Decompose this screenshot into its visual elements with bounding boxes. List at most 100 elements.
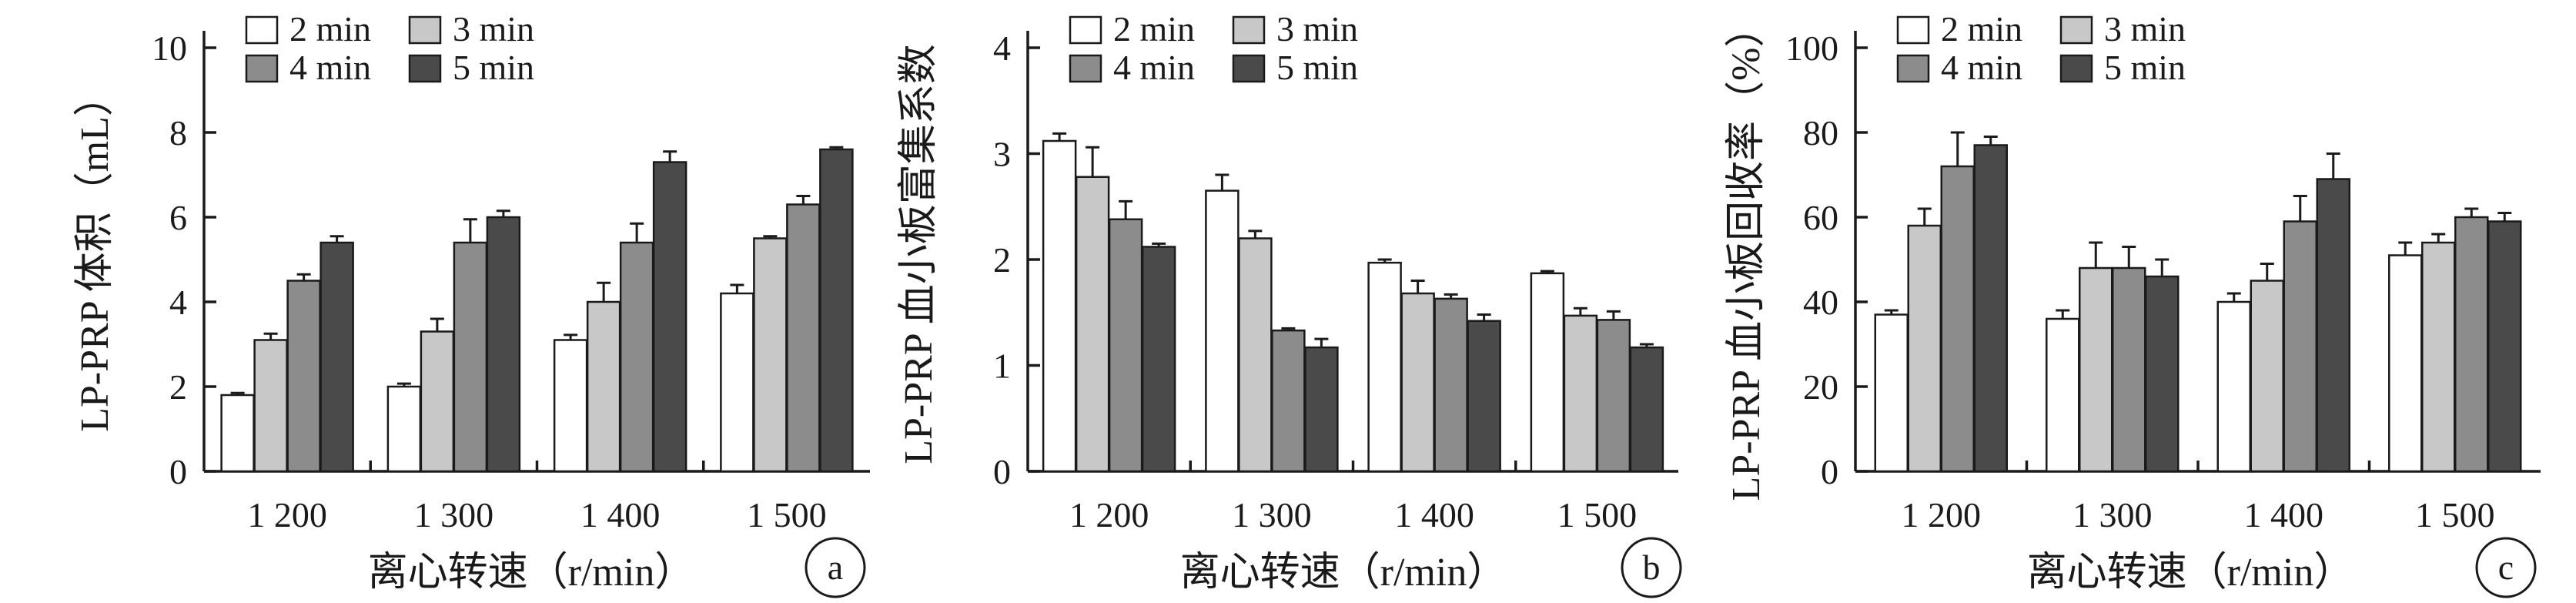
bar xyxy=(2421,241,2456,473)
legend-label: 5 min xyxy=(1276,48,1358,87)
bar xyxy=(1205,189,1239,473)
bar xyxy=(586,300,621,473)
legend-swatch xyxy=(408,54,442,83)
panel-letter: a xyxy=(828,548,843,587)
y-tick-label: 2 xyxy=(993,240,1011,280)
bar xyxy=(786,203,821,473)
bar xyxy=(486,216,521,473)
bar xyxy=(2454,216,2489,473)
bar xyxy=(819,148,854,473)
x-tick-label: 1 400 xyxy=(1394,495,1474,534)
legend-swatch xyxy=(2059,54,2093,83)
bar xyxy=(2112,266,2146,473)
plot-area: 0 1 2 3 4 1 200 1 300 1 400 1 500 2 min 3 min 4 min… xyxy=(993,9,1678,534)
bar xyxy=(1400,292,1435,473)
x-tick-label: 1 500 xyxy=(1557,495,1638,534)
bar xyxy=(386,385,422,473)
bar xyxy=(420,330,455,473)
bar xyxy=(652,161,687,473)
panel-b: LP-PRP 血小板富集系数 离心转速（r/min） b 0 1 2 3 4 1 200 1… xyxy=(897,9,1682,598)
legend-label: 5 min xyxy=(2104,48,2186,87)
y-tick-label: 40 xyxy=(1803,283,1838,322)
bar xyxy=(753,237,788,473)
y-tick-label: 4 xyxy=(993,28,1011,68)
bar xyxy=(2316,178,2350,473)
bar xyxy=(1530,272,1565,473)
y-tick-label: 3 xyxy=(993,135,1011,174)
y-tick-label: 20 xyxy=(1803,367,1838,407)
legend-label: 3 min xyxy=(1276,9,1358,49)
y-tick-label: 8 xyxy=(169,113,187,152)
bar xyxy=(286,280,321,473)
bar xyxy=(253,339,288,473)
y-tick-label: 10 xyxy=(152,28,187,68)
y-tick-label: 100 xyxy=(1785,28,1838,68)
bar xyxy=(1973,144,2008,473)
x-tick-label: 1 300 xyxy=(2073,495,2153,534)
bar xyxy=(2487,220,2522,473)
legend-swatch xyxy=(245,54,279,83)
bar xyxy=(453,241,488,473)
legend-label: 3 min xyxy=(453,9,534,49)
x-tick-label: 1 200 xyxy=(1069,495,1149,534)
y-tick-label: 4 xyxy=(169,283,187,322)
y-tick-label: 2 xyxy=(169,367,187,407)
bar xyxy=(619,241,654,473)
legend-label: 2 min xyxy=(1113,9,1195,49)
legend-swatch xyxy=(1069,15,1102,45)
bar xyxy=(1238,237,1273,473)
y-tick-label: 6 xyxy=(169,198,187,237)
bar xyxy=(1042,139,1077,473)
bar xyxy=(2216,300,2251,473)
legend-swatch xyxy=(1896,54,1930,83)
legend-label: 2 min xyxy=(1941,9,2022,49)
legend-swatch xyxy=(408,15,442,45)
x-axis-title: 离心转速（r/min） xyxy=(2027,551,2354,595)
y-tick-label: 0 xyxy=(1821,452,1838,491)
plot-area: 0 20 40 60 80 100 1 200 1 300 1 400 1 500 2 min 3 m… xyxy=(1785,9,2541,534)
bar xyxy=(1596,319,1631,473)
bar xyxy=(1434,297,1468,473)
y-tick-label: 60 xyxy=(1803,198,1838,237)
bar xyxy=(720,292,754,473)
x-tick-label: 1 300 xyxy=(1232,495,1312,534)
legend-label: 4 min xyxy=(1113,48,1195,87)
y-axis-title: LP-PRP 血小板回收率（%） xyxy=(1725,8,1768,501)
bar xyxy=(2283,220,2317,473)
legend-swatch xyxy=(1232,15,1266,45)
legend-label: 2 min xyxy=(289,9,371,49)
y-axis-title: LP-PRP 血小板富集系数 xyxy=(897,44,941,464)
y-axis-title: LP-PRP 体积（mL） xyxy=(73,76,117,432)
x-axis-title: 离心转速（r/min） xyxy=(1180,551,1507,595)
bar xyxy=(1075,176,1110,473)
panel-letter: b xyxy=(1643,548,1661,587)
panel-c: LP-PRP 血小板回收率（%） 离心转速（r/min） c 0 20 40 60 80… xyxy=(1725,8,2541,598)
bar xyxy=(2046,317,2080,473)
x-tick-label: 1 300 xyxy=(414,495,494,534)
bar xyxy=(2145,275,2180,473)
bar xyxy=(1141,246,1176,473)
bar xyxy=(2079,266,2113,473)
panel-letter: c xyxy=(2498,548,2514,587)
legend-swatch xyxy=(1069,54,1102,83)
bar xyxy=(1940,165,1975,473)
bar xyxy=(1271,329,1306,473)
x-tick-label: 1 400 xyxy=(580,495,661,534)
bar xyxy=(1108,218,1143,473)
legend-swatch xyxy=(1232,54,1266,83)
bar xyxy=(1629,346,1664,473)
x-tick-label: 1 400 xyxy=(2244,495,2324,534)
legend-label: 4 min xyxy=(1941,48,2022,87)
panel-letter-badge: c xyxy=(2475,537,2537,598)
y-tick-label: 80 xyxy=(1803,113,1838,152)
legend-swatch xyxy=(245,15,279,45)
legend-label: 5 min xyxy=(453,48,534,87)
y-tick-label: 0 xyxy=(993,452,1011,491)
plot-area: 0 2 4 6 8 10 1 200 1 300 1 400 1 500 2 min 3 min 4 m… xyxy=(152,9,870,534)
bar xyxy=(1304,346,1339,473)
panel-letter-badge: a xyxy=(805,537,866,598)
x-tick-label: 1 500 xyxy=(747,495,827,534)
y-tick-label: 1 xyxy=(993,347,1011,386)
x-tick-label: 1 200 xyxy=(1902,495,1982,534)
